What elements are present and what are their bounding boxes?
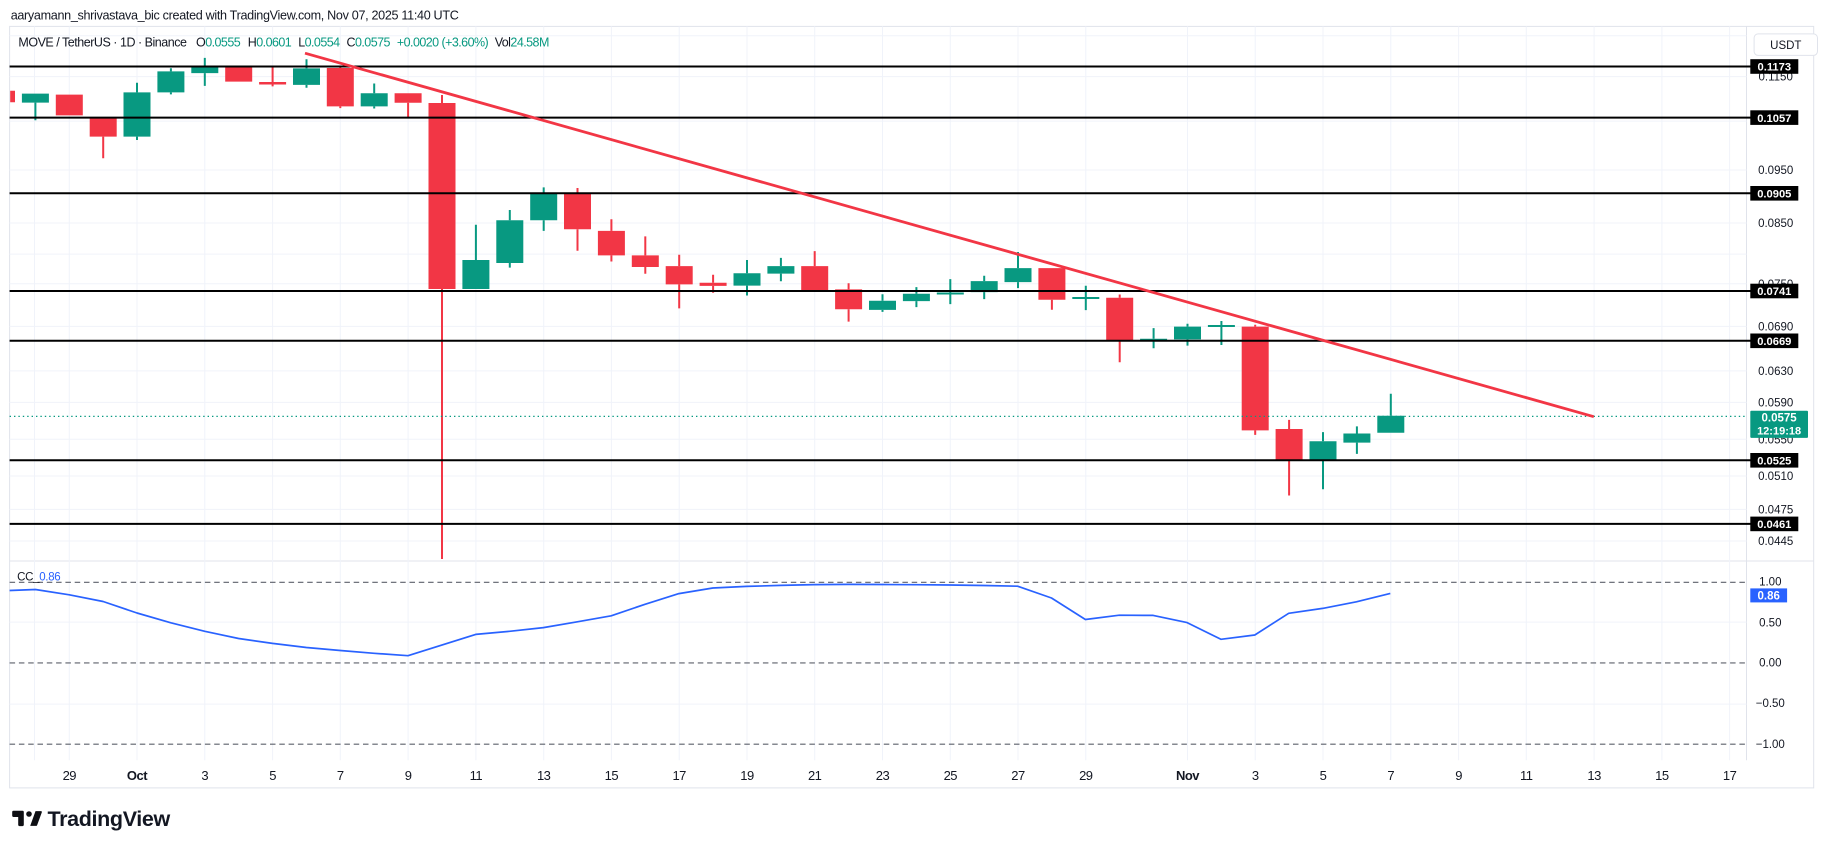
svg-text:13: 13	[1587, 768, 1601, 783]
svg-text:0.0905: 0.0905	[1757, 189, 1791, 201]
svg-text:7: 7	[337, 768, 344, 783]
svg-text:0.0445: 0.0445	[1758, 536, 1793, 548]
svg-text:+0.0020 (+3.60%): +0.0020 (+3.60%)	[397, 35, 489, 49]
svg-text:0.0669: 0.0669	[1757, 336, 1791, 348]
svg-text:15: 15	[605, 768, 619, 783]
svg-text:9: 9	[1455, 768, 1462, 783]
svg-text:0.00: 0.00	[1759, 657, 1781, 669]
svg-text:USDT: USDT	[1770, 40, 1801, 52]
svg-text:0.0525: 0.0525	[1757, 456, 1791, 468]
svg-text:0.86: 0.86	[1758, 591, 1780, 603]
svg-text:0.0690: 0.0690	[1758, 322, 1793, 334]
svg-text:aaryamann_shrivastava_bic crea: aaryamann_shrivastava_bic created with T…	[11, 8, 459, 22]
svg-text:13: 13	[537, 768, 551, 783]
svg-text:17: 17	[672, 768, 686, 783]
svg-text:0.1150: 0.1150	[1759, 72, 1793, 84]
svg-text:0.0630: 0.0630	[1758, 366, 1793, 378]
svg-text:21: 21	[808, 768, 822, 783]
svg-text:12:19:18: 12:19:18	[1757, 426, 1801, 438]
svg-text:0.0950: 0.0950	[1758, 165, 1793, 177]
svg-text:MOVE / TetherUS · 1D · Binance: MOVE / TetherUS · 1D · Binance	[18, 35, 187, 49]
svg-text:Nov: Nov	[1176, 768, 1200, 783]
svg-text:3: 3	[201, 768, 208, 783]
svg-text:0.1057: 0.1057	[1757, 113, 1791, 125]
svg-text:23: 23	[876, 768, 890, 783]
svg-text:0.0590: 0.0590	[1758, 398, 1793, 410]
svg-text:7: 7	[1387, 768, 1394, 783]
svg-text:19: 19	[740, 768, 754, 783]
svg-text:C0.0575: C0.0575	[347, 35, 391, 49]
svg-text:25: 25	[944, 768, 958, 783]
svg-text:O0.0555: O0.0555	[196, 35, 241, 49]
svg-text:5: 5	[269, 768, 276, 783]
svg-text:11: 11	[1520, 768, 1533, 783]
svg-text:0.50: 0.50	[1759, 617, 1781, 629]
svg-text:0.0741: 0.0741	[1757, 286, 1791, 298]
svg-text:17: 17	[1723, 768, 1737, 783]
svg-text:−0.50: −0.50	[1756, 698, 1785, 710]
svg-text:27: 27	[1011, 768, 1025, 783]
svg-text:Oct: Oct	[127, 768, 148, 783]
svg-text:0.0575: 0.0575	[1762, 413, 1798, 425]
svg-text:1.00: 1.00	[1759, 577, 1781, 589]
svg-text:3: 3	[1252, 768, 1259, 783]
svg-text:0.0475: 0.0475	[1758, 505, 1793, 517]
svg-text:9: 9	[405, 768, 412, 783]
svg-text:TradingView: TradingView	[48, 807, 171, 831]
svg-text:0.0850: 0.0850	[1758, 218, 1793, 230]
svg-text:0.1173: 0.1173	[1757, 62, 1791, 74]
svg-text:L0.0554: L0.0554	[298, 35, 340, 49]
svg-text:11: 11	[470, 768, 483, 783]
svg-text:5: 5	[1320, 768, 1327, 783]
svg-text:15: 15	[1655, 768, 1669, 783]
svg-text:29: 29	[1079, 768, 1093, 783]
svg-text:Vol24.58M: Vol24.58M	[495, 35, 549, 49]
svg-text:0.0510: 0.0510	[1758, 471, 1793, 483]
svg-text:29: 29	[63, 768, 77, 783]
svg-text:H0.0601: H0.0601	[248, 35, 292, 49]
svg-text:CC_0.86: CC_0.86	[17, 571, 60, 583]
svg-text:−1.00: −1.00	[1756, 739, 1785, 751]
svg-text:0.0461: 0.0461	[1757, 519, 1791, 531]
